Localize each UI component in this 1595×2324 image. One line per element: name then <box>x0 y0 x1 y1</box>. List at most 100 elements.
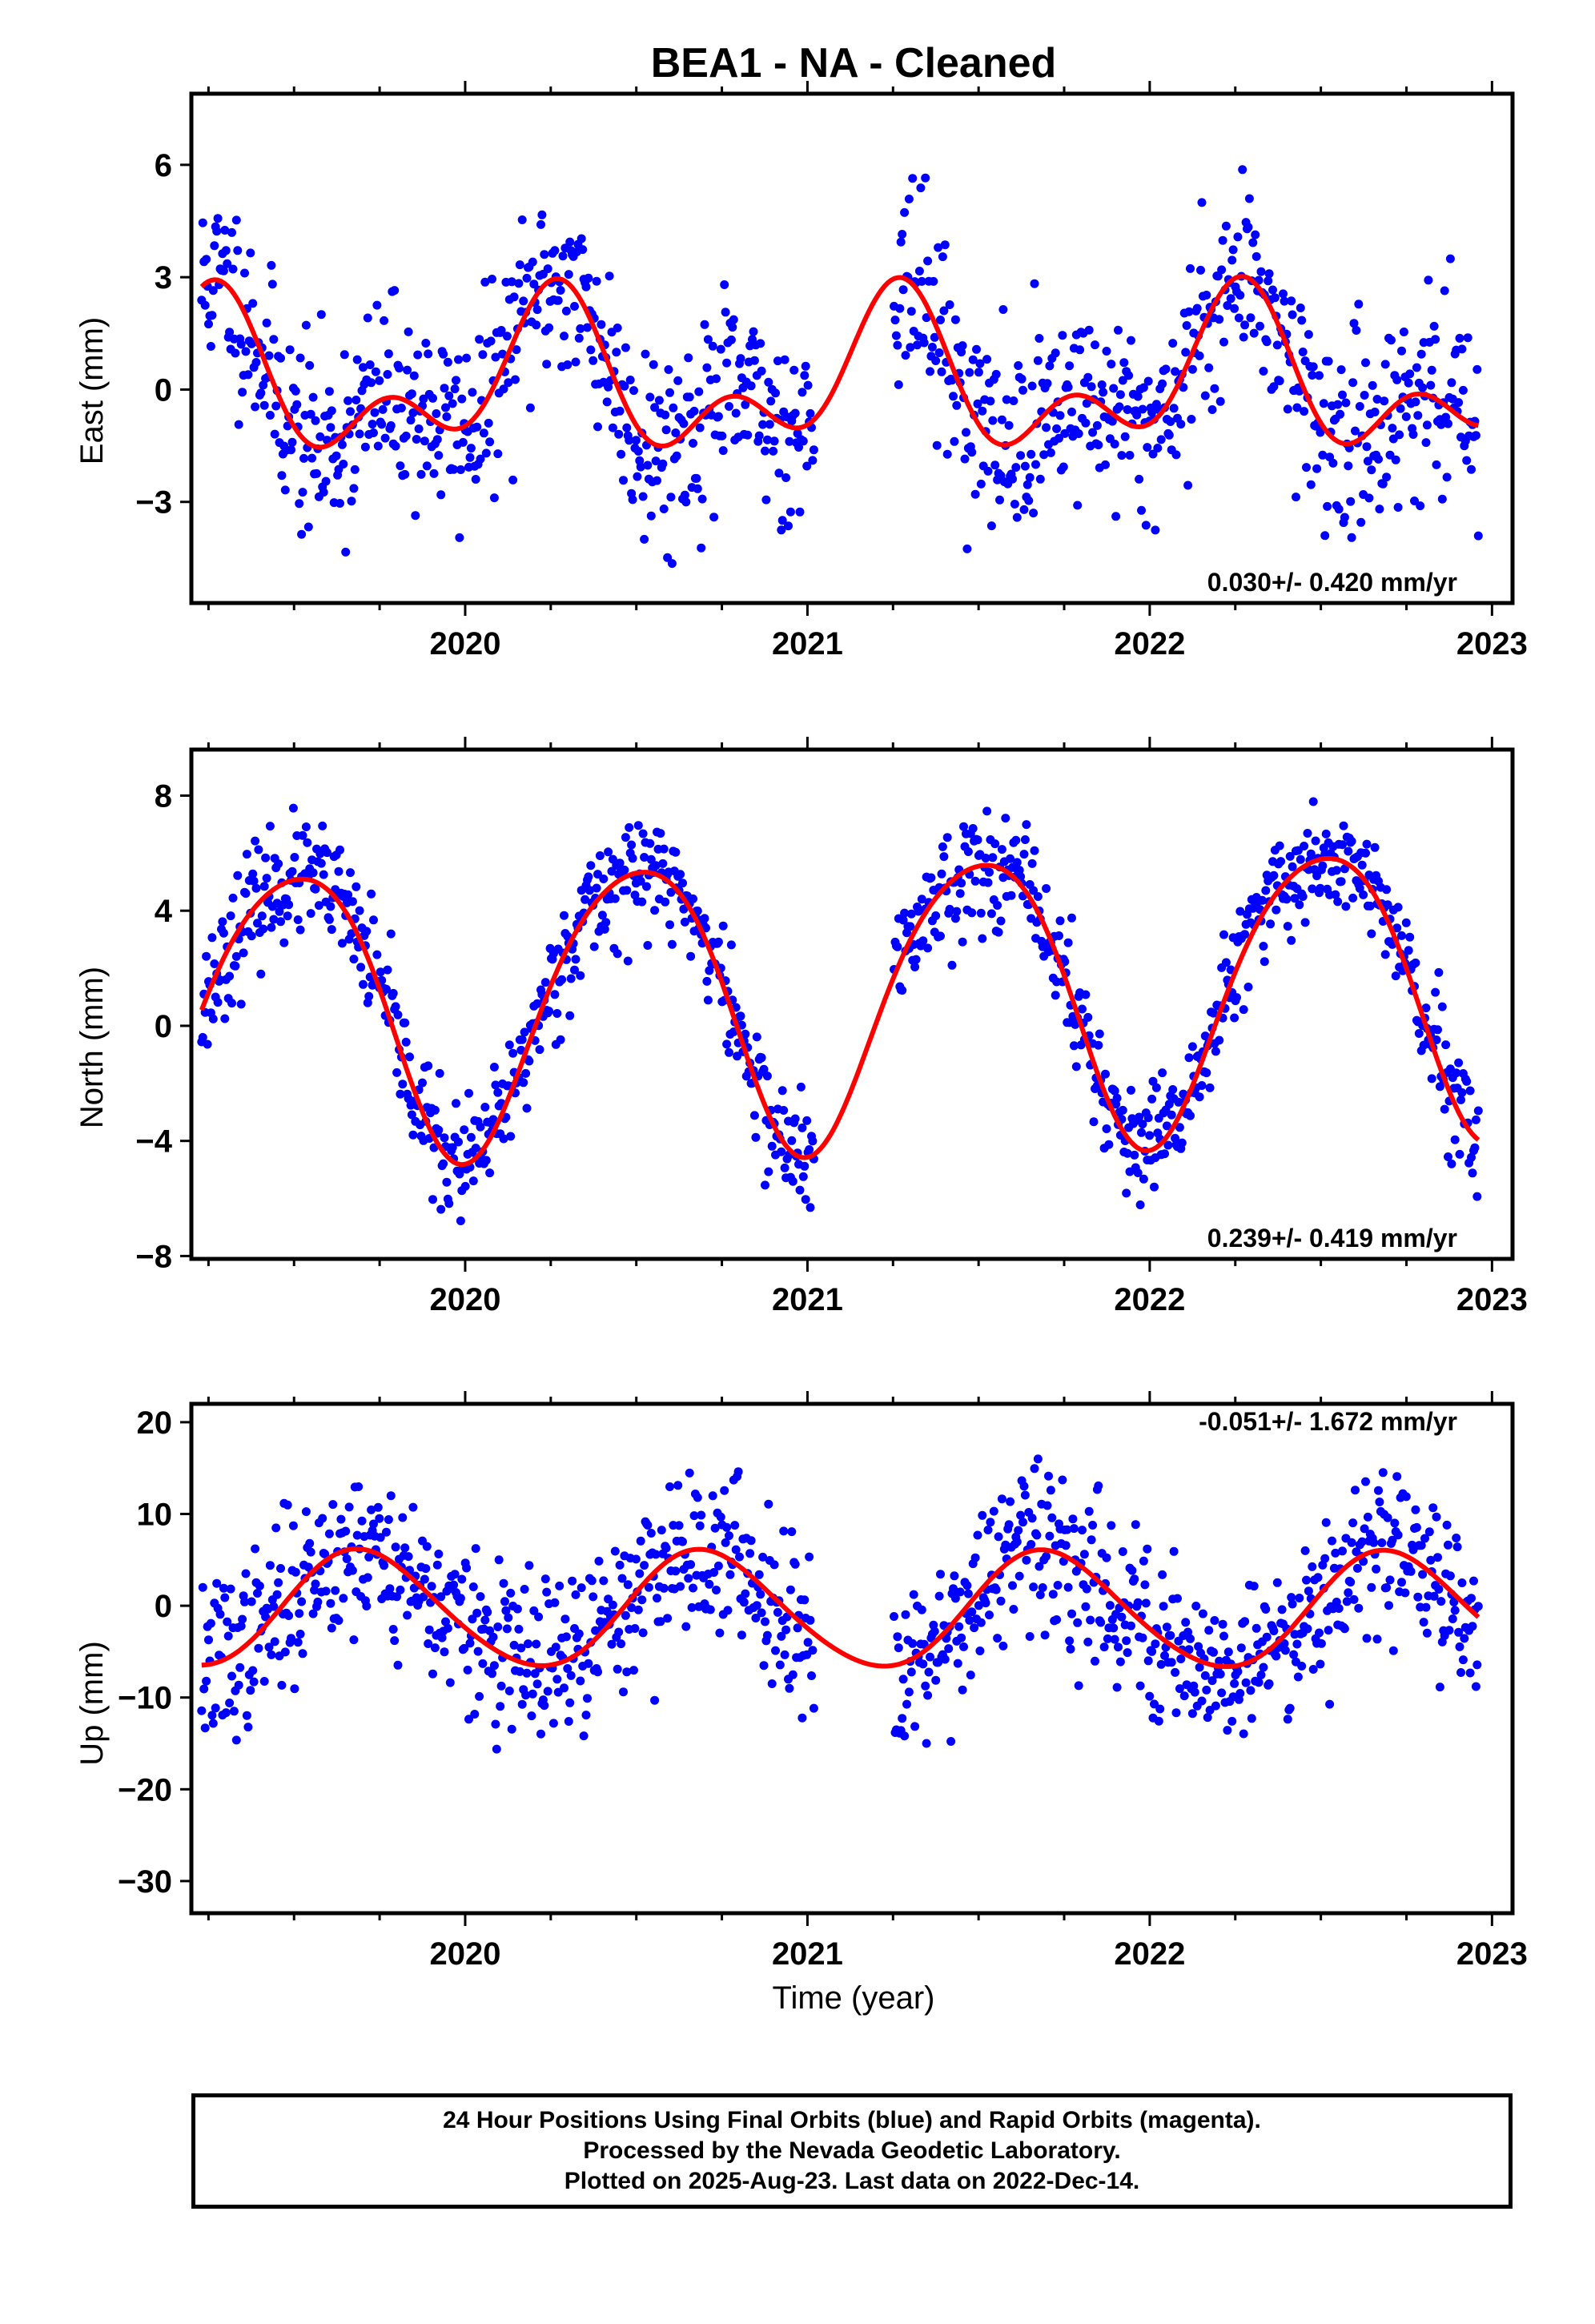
data-point <box>656 1617 665 1626</box>
data-point <box>617 449 626 459</box>
data-point <box>721 1538 730 1547</box>
data-point <box>1462 456 1472 465</box>
data-point <box>299 453 308 463</box>
data-point <box>297 529 307 539</box>
data-point <box>752 1601 761 1610</box>
data-point <box>1452 1068 1461 1078</box>
data-point <box>1312 871 1322 881</box>
data-point <box>1137 1128 1146 1137</box>
data-point <box>550 1598 560 1607</box>
data-point <box>367 889 376 899</box>
data-point <box>1114 325 1123 335</box>
data-point <box>491 1719 500 1729</box>
data-point <box>651 1550 661 1559</box>
data-point <box>1150 1699 1159 1709</box>
data-point <box>1204 1626 1214 1635</box>
data-point <box>1158 1068 1167 1078</box>
data-point <box>1399 328 1408 336</box>
data-point <box>1234 313 1243 323</box>
data-point <box>1418 383 1428 392</box>
data-point <box>741 1029 750 1039</box>
data-point <box>1219 930 1228 939</box>
data-point <box>965 1615 974 1625</box>
data-point <box>1099 388 1108 397</box>
data-point <box>759 1661 769 1671</box>
data-point <box>269 915 279 924</box>
data-point <box>1160 1651 1169 1660</box>
data-point <box>674 1521 684 1530</box>
data-point <box>339 460 348 468</box>
data-point <box>942 449 952 459</box>
data-point <box>1183 1627 1193 1637</box>
data-point <box>628 854 637 863</box>
data-point <box>1321 829 1331 838</box>
data-point <box>1102 1124 1111 1133</box>
data-point <box>251 1544 260 1554</box>
data-point <box>1091 1656 1099 1666</box>
data-point <box>321 1586 331 1596</box>
data-point <box>551 1642 560 1652</box>
data-point <box>369 1519 378 1529</box>
data-point <box>295 353 305 363</box>
data-point <box>331 1586 340 1595</box>
data-point <box>424 1639 433 1648</box>
data-point <box>233 870 243 880</box>
data-point <box>334 866 344 876</box>
data-point <box>898 986 907 995</box>
data-point <box>1342 1597 1352 1606</box>
data-point <box>416 469 426 479</box>
data-point <box>764 1499 773 1509</box>
data-point <box>1177 1138 1187 1148</box>
data-point <box>342 1554 352 1563</box>
data-point <box>650 906 660 915</box>
data-point <box>264 351 274 360</box>
data-point <box>1218 235 1227 245</box>
data-point <box>970 489 980 499</box>
data-point <box>645 392 655 402</box>
data-point <box>1019 1482 1029 1491</box>
data-point <box>1280 296 1289 306</box>
data-point <box>1368 380 1377 390</box>
data-point <box>1073 1618 1083 1627</box>
data-point <box>215 1610 225 1619</box>
data-point <box>1431 987 1440 997</box>
data-point <box>246 1686 255 1695</box>
data-point <box>934 243 943 252</box>
data-point <box>955 1587 965 1597</box>
data-point <box>1268 285 1277 295</box>
data-point <box>583 323 592 332</box>
data-point <box>440 1133 449 1143</box>
data-point <box>1374 1486 1383 1495</box>
data-point <box>1127 336 1135 345</box>
data-point <box>978 934 987 943</box>
data-point <box>1279 289 1288 299</box>
data-point <box>800 371 810 380</box>
data-point <box>1238 165 1247 175</box>
data-point <box>919 338 929 348</box>
data-point <box>785 436 794 446</box>
data-point <box>221 246 231 255</box>
data-point <box>509 292 519 302</box>
data-point <box>623 1580 633 1590</box>
data-point <box>1127 1566 1137 1575</box>
data-point <box>767 1679 777 1688</box>
data-point <box>506 1588 516 1598</box>
data-point <box>986 909 996 919</box>
data-point <box>249 1677 259 1687</box>
data-point <box>243 370 253 380</box>
data-point <box>1228 245 1238 255</box>
data-point <box>665 920 674 930</box>
data-point <box>918 936 928 946</box>
data-point <box>967 1607 977 1617</box>
data-point <box>1018 385 1027 395</box>
data-point <box>1088 428 1098 437</box>
data-point <box>1287 1593 1296 1602</box>
data-point <box>605 271 614 281</box>
data-point <box>1287 296 1296 306</box>
data-points <box>197 165 1483 569</box>
data-point <box>274 1578 283 1587</box>
data-point <box>931 356 941 365</box>
data-point <box>548 1719 558 1728</box>
data-point <box>449 464 459 474</box>
